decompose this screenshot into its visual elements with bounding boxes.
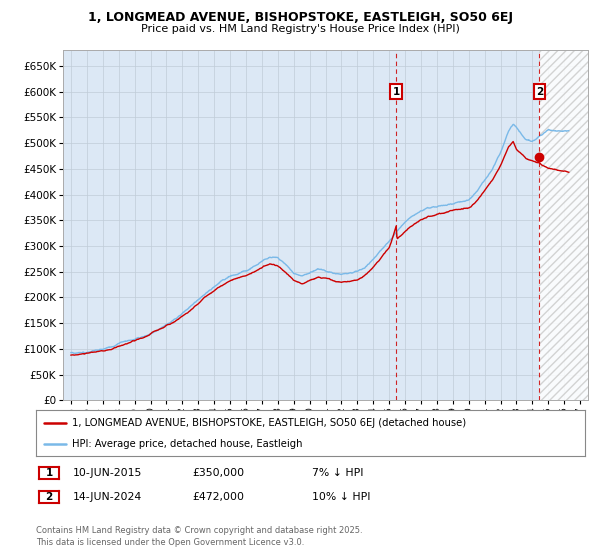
Text: HPI: Average price, detached house, Eastleigh: HPI: Average price, detached house, East… bbox=[71, 439, 302, 449]
Text: 10% ↓ HPI: 10% ↓ HPI bbox=[312, 492, 371, 502]
Text: 1, LONGMEAD AVENUE, BISHOPSTOKE, EASTLEIGH, SO50 6EJ: 1, LONGMEAD AVENUE, BISHOPSTOKE, EASTLEI… bbox=[88, 11, 512, 24]
Text: 2: 2 bbox=[46, 492, 53, 502]
Text: Contains HM Land Registry data © Crown copyright and database right 2025.
This d: Contains HM Land Registry data © Crown c… bbox=[36, 526, 362, 547]
Bar bbox=[539, 50, 588, 400]
Text: £472,000: £472,000 bbox=[192, 492, 244, 502]
Text: Price paid vs. HM Land Registry's House Price Index (HPI): Price paid vs. HM Land Registry's House … bbox=[140, 24, 460, 34]
Text: 2: 2 bbox=[536, 87, 543, 96]
Text: 10-JUN-2015: 10-JUN-2015 bbox=[73, 468, 143, 478]
Text: 1: 1 bbox=[392, 87, 400, 96]
Text: 7% ↓ HPI: 7% ↓ HPI bbox=[312, 468, 364, 478]
Text: 1: 1 bbox=[46, 468, 53, 478]
Text: 1, LONGMEAD AVENUE, BISHOPSTOKE, EASTLEIGH, SO50 6EJ (detached house): 1, LONGMEAD AVENUE, BISHOPSTOKE, EASTLEI… bbox=[71, 418, 466, 428]
Text: £350,000: £350,000 bbox=[192, 468, 244, 478]
Text: 14-JUN-2024: 14-JUN-2024 bbox=[73, 492, 142, 502]
